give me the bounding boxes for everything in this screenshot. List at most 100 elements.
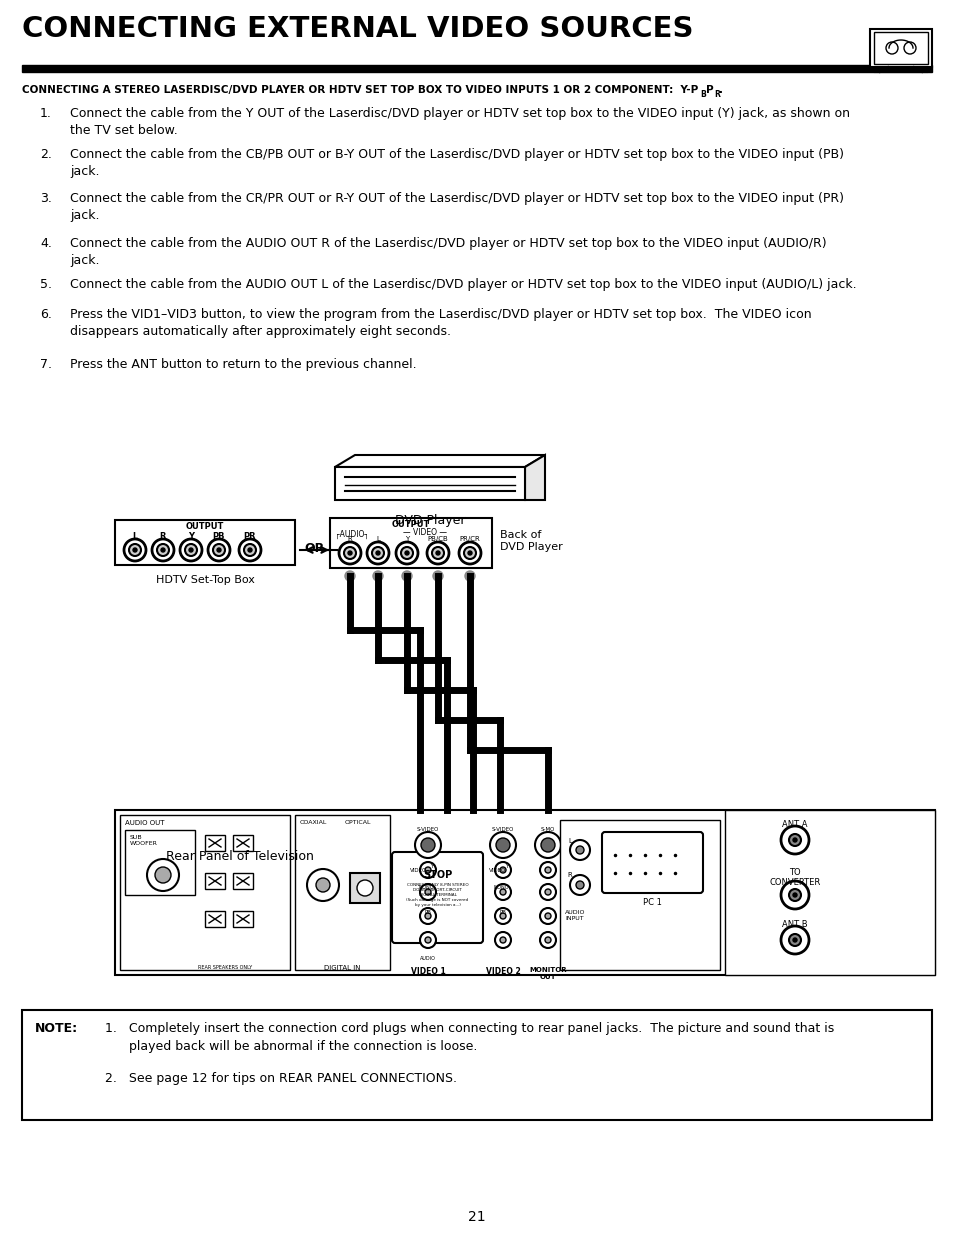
Text: Rear Panel of Television: Rear Panel of Television (166, 850, 314, 863)
Circle shape (424, 889, 431, 895)
Bar (125, 830, 194, 895)
Circle shape (495, 862, 511, 878)
Circle shape (468, 551, 472, 555)
Circle shape (458, 542, 480, 564)
Text: B: B (700, 90, 705, 99)
Text: 4.: 4. (40, 237, 51, 249)
Circle shape (539, 932, 556, 948)
Text: R: R (713, 90, 720, 99)
Circle shape (161, 548, 165, 552)
Bar (233, 873, 253, 889)
Circle shape (185, 543, 196, 556)
Text: DIGITAL IN: DIGITAL IN (323, 965, 360, 971)
Circle shape (124, 538, 146, 561)
Text: MONO: MONO (417, 885, 434, 890)
Circle shape (885, 42, 897, 54)
Text: OUTPUT: OUTPUT (186, 522, 224, 531)
Text: P: P (705, 85, 713, 95)
Text: ANT B: ANT B (781, 920, 807, 929)
Bar (350, 873, 379, 903)
Bar (115, 520, 294, 564)
Text: OUTPUT: OUTPUT (392, 520, 430, 529)
Text: Back of: Back of (499, 530, 540, 540)
Text: 7.: 7. (40, 358, 52, 370)
Circle shape (540, 839, 555, 852)
Circle shape (419, 862, 436, 878)
Text: 3.: 3. (40, 191, 51, 205)
Circle shape (338, 542, 360, 564)
Circle shape (792, 939, 796, 942)
Circle shape (539, 884, 556, 900)
Text: CONNECTING A STEREO LASERDISC/DVD PLAYER OR HDTV SET TOP BOX TO VIDEO INPUTS 1 O: CONNECTING A STEREO LASERDISC/DVD PLAYER… (22, 85, 698, 95)
Text: — VIDEO —: — VIDEO — (402, 529, 447, 537)
Text: 2.   See page 12 for tips on REAR PANEL CONNECTIONS.: 2. See page 12 for tips on REAR PANEL CO… (105, 1072, 456, 1086)
Bar (233, 911, 253, 927)
Circle shape (208, 538, 230, 561)
Circle shape (495, 932, 511, 948)
Bar (205, 835, 225, 851)
Text: VIDEO: VIDEO (410, 867, 427, 872)
Text: DVD Player: DVD Player (499, 542, 562, 552)
Circle shape (781, 826, 808, 853)
Circle shape (436, 551, 439, 555)
Circle shape (152, 538, 173, 561)
Text: ┌AUDIO┐: ┌AUDIO┐ (335, 530, 369, 540)
Circle shape (569, 840, 589, 860)
Text: L: L (375, 536, 379, 542)
Text: Press the VID1–VID3 button, to view the program from the Laserdisc/DVD player or: Press the VID1–VID3 button, to view the … (70, 308, 811, 338)
Circle shape (436, 574, 439, 578)
Text: PR: PR (243, 532, 256, 541)
Circle shape (424, 913, 431, 919)
Bar (205, 873, 225, 889)
Text: AUDIO OUT: AUDIO OUT (125, 820, 164, 826)
Text: Press the ANT button to return to the previous channel.: Press the ANT button to return to the pr… (70, 358, 416, 370)
FancyBboxPatch shape (392, 852, 482, 944)
Circle shape (307, 869, 338, 902)
Bar (294, 815, 390, 969)
Text: R: R (159, 532, 166, 541)
Circle shape (401, 571, 412, 580)
Text: 2.: 2. (40, 148, 51, 161)
Circle shape (216, 548, 221, 552)
Text: MONITOR
OUT: MONITOR OUT (529, 967, 566, 981)
Circle shape (405, 551, 409, 555)
Polygon shape (335, 467, 524, 500)
Text: Connect the cable from the CB/PB OUT or B-Y OUT of the Laserdisc/DVD player or H: Connect the cable from the CB/PB OUT or … (70, 148, 843, 178)
Circle shape (903, 42, 915, 54)
Text: S-VIDEO: S-VIDEO (492, 827, 514, 832)
Text: 1.   Completely insert the connection cord plugs when connecting to rear panel j: 1. Completely insert the connection cord… (105, 1023, 833, 1053)
Circle shape (539, 862, 556, 878)
Polygon shape (524, 454, 544, 500)
Circle shape (419, 932, 436, 948)
Circle shape (356, 881, 373, 897)
Circle shape (788, 934, 801, 946)
Circle shape (433, 571, 442, 580)
Circle shape (348, 551, 352, 555)
Bar (120, 815, 290, 969)
Circle shape (463, 547, 476, 559)
Circle shape (147, 860, 179, 890)
Text: ANT A: ANT A (781, 820, 807, 829)
Text: OR: OR (305, 542, 325, 556)
Circle shape (499, 913, 505, 919)
Circle shape (499, 937, 505, 944)
Circle shape (539, 908, 556, 924)
Circle shape (788, 834, 801, 846)
Circle shape (129, 543, 141, 556)
Circle shape (495, 908, 511, 924)
Polygon shape (335, 454, 544, 467)
Bar (724, 810, 934, 974)
Circle shape (375, 551, 379, 555)
Text: 21: 21 (468, 1210, 485, 1224)
Text: PB: PB (424, 910, 431, 915)
Circle shape (419, 884, 436, 900)
Circle shape (367, 542, 389, 564)
Circle shape (781, 881, 808, 909)
Circle shape (157, 543, 169, 556)
Circle shape (415, 832, 440, 858)
Circle shape (348, 574, 352, 578)
Circle shape (239, 538, 261, 561)
Circle shape (424, 937, 431, 944)
Text: MONO: MONO (493, 885, 508, 890)
Text: OPTICAL: OPTICAL (345, 820, 371, 825)
